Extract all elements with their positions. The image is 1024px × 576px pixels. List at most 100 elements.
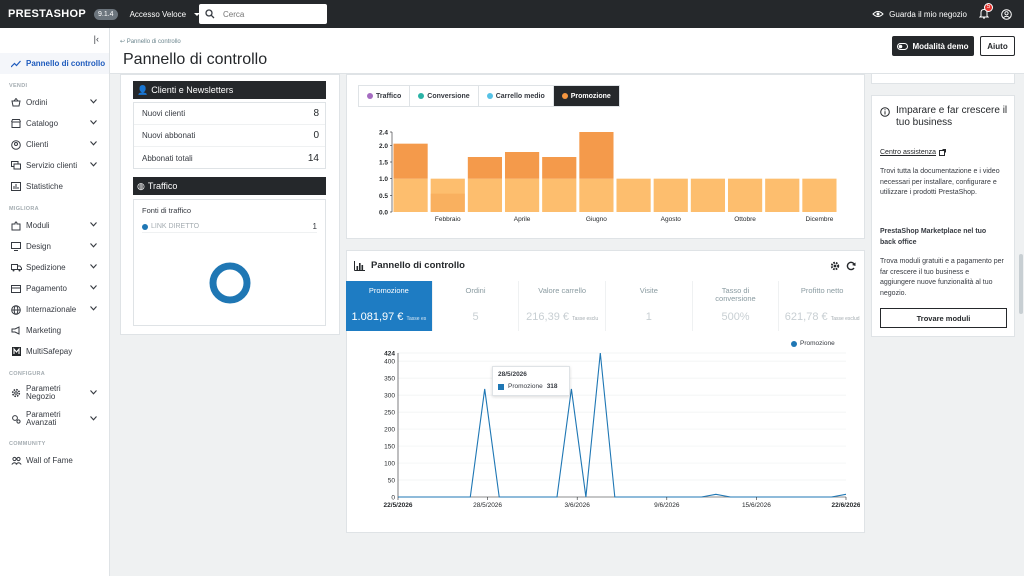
bar-segment-top [467, 157, 503, 179]
section-community: COMMUNITY [9, 441, 46, 447]
kpi-orders[interactable]: Ordini 5 [433, 281, 520, 331]
tab-promotion[interactable]: Promozione [553, 86, 619, 106]
chevron-down-icon [90, 285, 97, 290]
help-button[interactable]: Aiuto [980, 36, 1015, 56]
sidebar-item-marketing[interactable]: Marketing [0, 320, 109, 341]
bar-segment-base [542, 178, 577, 212]
y-tick-label: 0.5 [379, 193, 388, 200]
bar-segment-base [690, 178, 726, 212]
kpi-net-profit[interactable]: Profitto netto 621,78 € Tasse esclud [779, 281, 865, 331]
traffic-card-title: Traffico [147, 181, 178, 191]
traffic-donut-chart [209, 262, 251, 304]
chevron-down-icon [90, 243, 97, 248]
sidebar-item-multisafepay[interactable]: MultiSafepay [0, 341, 109, 362]
page-scrollbar[interactable] [1019, 74, 1023, 574]
scrollbar-thumb[interactable] [1019, 254, 1023, 314]
sidebar-item-orders[interactable]: Ordini [0, 92, 109, 113]
search-box[interactable] [199, 4, 327, 24]
bar-maggio [542, 157, 577, 212]
kpi-conversion-rate[interactable]: Tasso di conversione 500% [693, 281, 780, 331]
view-store-link[interactable]: Guarda il mio negozio [872, 10, 967, 19]
chart-legend[interactable]: Promozione [791, 340, 835, 347]
sidebar-item-modules[interactable]: Moduli [0, 215, 109, 236]
breadcrumb-label: Pannello di controllo [126, 39, 181, 45]
sidebar-item-shipping[interactable]: Spedizione [0, 257, 109, 278]
y-tick-label: 250 [384, 410, 395, 417]
label-line-1: Parametri [26, 410, 61, 419]
promotion-bar-chart: 0.0 0.5 1.0 1.5 2.0 2.4 Febbraio Aprile Giugno Ag… [379, 130, 837, 223]
quick-access-dropdown[interactable]: Accesso Veloce [130, 10, 201, 19]
stat-value: 14 [307, 152, 319, 164]
search-input[interactable] [223, 9, 313, 19]
monitor-icon [10, 241, 22, 253]
kpi-cart-value[interactable]: Valore carrello 216,39 € Tasse esclu [519, 281, 607, 331]
bar-segment-top [579, 132, 614, 179]
source-color-dot [142, 223, 148, 230]
sidebar-item-international[interactable]: Internazionale [0, 299, 109, 320]
breadcrumb[interactable]: ↩ Pannello di controllo [120, 39, 181, 45]
sidebar: |‹ Pannello di controllo VENDI Ordini Ca… [0, 28, 110, 576]
kpi-strip: Promozione 1.081,97 € Tasse es Ordini 5 Va… [346, 281, 865, 331]
sidebar-item-customer-service[interactable]: Servizio clienti [0, 155, 109, 176]
x-tick-label: Giugno [586, 216, 607, 223]
sidebar-item-payment[interactable]: Pagamento [0, 278, 109, 299]
sidebar-item-label: Catalogo [26, 119, 59, 128]
notifications-button[interactable]: 5 [978, 2, 993, 21]
find-modules-button[interactable]: Trovare moduli [880, 308, 1007, 328]
x-tick-label: 3/6/2026 [565, 502, 591, 509]
chat-icon [10, 160, 22, 172]
sidebar-item-wall-of-fame[interactable]: Wall of Fame [0, 450, 109, 471]
sidebar-item-statistics[interactable]: Statistiche [0, 176, 109, 197]
y-tick-label: 150 [384, 444, 395, 451]
sidebar-item-advanced-parameters[interactable]: Parametri Avanzati [0, 406, 109, 432]
y-tick-label: 400 [384, 359, 395, 366]
view-store-label: Guarda il mio negozio [889, 9, 967, 19]
bar-luglio [616, 178, 651, 212]
collapse-sidebar-icon[interactable]: |‹ [93, 34, 99, 44]
kpi-value: 1 [645, 311, 652, 323]
label-line-2: Negozio [26, 392, 56, 401]
y-tick-label: 2.0 [379, 143, 388, 150]
x-tick-label: Agosto [661, 216, 682, 223]
bar-segment-base [579, 178, 614, 212]
demo-mode-button[interactable]: Modalità demo [892, 36, 974, 56]
traffic-source-row: LINK DIRETTO 1 [142, 221, 317, 233]
sidebar-item-label: Marketing [26, 326, 62, 335]
x-tick-label: 28/5/2026 [473, 502, 502, 509]
kpi-promotion[interactable]: Promozione 1.081,97 € Tasse es [346, 281, 433, 331]
marketplace-title: PrestaShop Marketplace nel tuo back offi… [880, 228, 987, 246]
tab-average-cart[interactable]: Carrello medio [479, 86, 554, 106]
tab-traffic[interactable]: Traffico [359, 86, 411, 106]
demo-mode-label: Modalità demo [912, 41, 969, 51]
globe-icon [10, 304, 22, 316]
traffic-card-body: Fonti di traffico LINK DIRETTO 1 [133, 199, 326, 326]
sidebar-item-shop-parameters[interactable]: Parametri Negozio [0, 380, 109, 406]
sidebar-item-catalog[interactable]: Catalogo [0, 113, 109, 134]
chevron-down-icon [90, 416, 97, 421]
sidebar-item-label: Design [26, 242, 51, 251]
sidebar-item-label: Parametri Avanzati [26, 411, 61, 427]
chevron-down-icon [90, 264, 97, 269]
chevron-down-icon [90, 120, 97, 125]
credit-card-icon [10, 283, 22, 295]
sidebar-item-dashboard[interactable]: Pannello di controllo [0, 53, 109, 74]
label-line-1: Parametri [26, 384, 61, 393]
kpi-tax-note: Tasse esclu [572, 316, 599, 322]
configure-gear-icon[interactable] [830, 261, 840, 271]
kpi-visits[interactable]: Visite 1 [606, 281, 693, 331]
traffic-source-label: LINK DIRETTO [151, 223, 200, 230]
tab-conversion[interactable]: Conversione [410, 86, 479, 106]
bar-segment-base [765, 178, 800, 212]
y-tick-label: 0 [391, 495, 395, 502]
sidebar-item-customers[interactable]: Clienti [0, 134, 109, 155]
prestashop-logo[interactable]: PRESTASHOP [8, 8, 86, 20]
bar-gennaio [393, 143, 428, 212]
tab-color-dot [418, 93, 425, 99]
external-link-icon [939, 149, 947, 156]
refresh-icon[interactable] [846, 261, 856, 271]
help-center-link[interactable]: Centro assistenza [880, 149, 947, 156]
kpi-title: Valore carrello [538, 286, 587, 295]
traffic-source-value: 1 [312, 222, 317, 231]
user-account-icon[interactable] [1001, 8, 1012, 20]
sidebar-item-design[interactable]: Design [0, 236, 109, 257]
